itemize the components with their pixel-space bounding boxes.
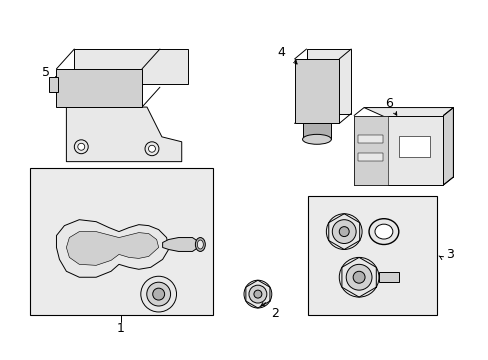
Text: 6: 6 xyxy=(384,97,392,110)
Circle shape xyxy=(339,227,348,237)
Circle shape xyxy=(253,290,262,298)
Bar xyxy=(30,168,213,315)
Circle shape xyxy=(332,220,355,243)
Circle shape xyxy=(325,214,361,249)
Bar xyxy=(398,136,429,157)
Bar xyxy=(357,153,382,161)
Bar xyxy=(306,49,350,113)
Circle shape xyxy=(141,276,176,312)
Circle shape xyxy=(74,140,88,154)
Polygon shape xyxy=(443,108,452,185)
Polygon shape xyxy=(364,108,452,143)
Bar xyxy=(48,77,59,92)
Circle shape xyxy=(339,257,378,297)
Circle shape xyxy=(244,280,271,308)
Text: 2: 2 xyxy=(270,307,278,320)
Polygon shape xyxy=(66,107,182,162)
Polygon shape xyxy=(56,220,168,277)
Circle shape xyxy=(146,282,170,306)
Ellipse shape xyxy=(197,240,203,249)
Circle shape xyxy=(152,288,164,300)
Text: 3: 3 xyxy=(446,248,453,261)
Text: 5: 5 xyxy=(41,66,49,79)
Text: 1: 1 xyxy=(117,322,124,336)
Ellipse shape xyxy=(302,134,331,144)
Circle shape xyxy=(78,143,84,150)
Polygon shape xyxy=(66,231,158,265)
Circle shape xyxy=(145,142,159,156)
Polygon shape xyxy=(163,238,198,251)
Ellipse shape xyxy=(195,238,205,251)
Bar xyxy=(353,116,443,185)
Circle shape xyxy=(346,264,371,290)
Circle shape xyxy=(352,271,365,283)
Ellipse shape xyxy=(374,224,392,239)
Bar xyxy=(294,59,339,123)
Ellipse shape xyxy=(368,219,398,244)
Text: 4: 4 xyxy=(277,46,285,59)
Bar xyxy=(302,123,331,139)
Bar xyxy=(307,196,436,315)
Circle shape xyxy=(148,145,155,152)
Bar xyxy=(353,116,387,185)
Bar xyxy=(56,69,142,107)
Bar xyxy=(378,272,398,282)
Polygon shape xyxy=(74,49,188,84)
Circle shape xyxy=(248,285,266,303)
Bar xyxy=(357,135,382,143)
